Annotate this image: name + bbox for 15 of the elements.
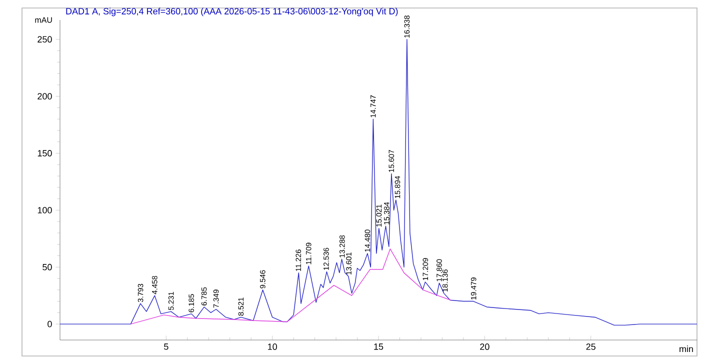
y-axis-title: mAU [35, 17, 52, 23]
y-tick-label: 100 [38, 206, 52, 214]
x-axis-title: min [680, 346, 693, 352]
x-tick-label: 25 [586, 344, 596, 350]
x-tick-label: 15 [374, 344, 384, 350]
y-tick-label: 250 [38, 36, 52, 43]
chart-title: DAD1 A, Sig=250,4 Ref=360,100 (AAA 2026-05-15 11-43-06\003-12-Yong'oq Vit D) [66, 8, 398, 16]
y-tick-label: 50 [42, 264, 52, 270]
x-tick-label: 20 [480, 344, 490, 350]
y-tick-label: 150 [38, 150, 52, 156]
line-series [60, 39, 698, 326]
x-tick-label: 5 [164, 344, 168, 350]
y-tick-label: 200 [38, 93, 52, 100]
y-tick-label: 0 [48, 320, 52, 328]
x-tick-label: 10 [268, 344, 277, 350]
